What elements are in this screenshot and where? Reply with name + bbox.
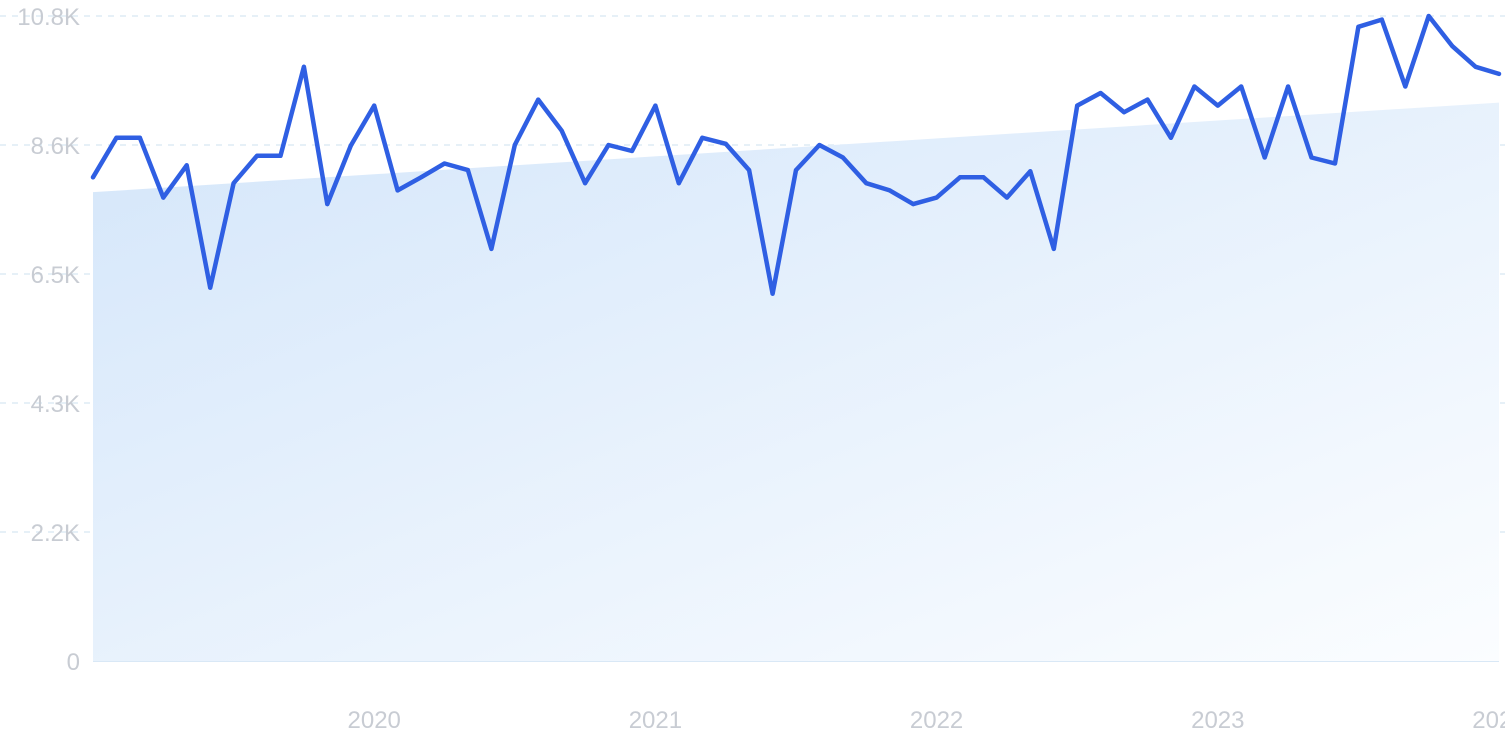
- data-point: [442, 161, 447, 166]
- data-point: [1333, 161, 1337, 166]
- y-tick-label: 8.6K: [31, 133, 80, 160]
- data-point: [536, 97, 541, 102]
- data-point: [465, 168, 470, 173]
- y-tick-label: 10.8K: [17, 4, 80, 31]
- data-point: [184, 163, 189, 168]
- data-point: [794, 168, 798, 173]
- data-point: [700, 135, 705, 140]
- data-point: [348, 143, 353, 148]
- data-point: [840, 155, 845, 160]
- data-point: [1403, 84, 1408, 89]
- data-point: [114, 135, 119, 140]
- data-point: [887, 188, 892, 193]
- data-point: [606, 143, 611, 147]
- data-point: [1309, 155, 1314, 160]
- data-point: [934, 195, 939, 200]
- x-axis-ticks: 2020 2021 2022 2023 2024: [348, 707, 1505, 734]
- data-point: [419, 175, 424, 180]
- data-point: [1145, 97, 1150, 102]
- data-point: [1168, 135, 1173, 140]
- data-point: [1286, 84, 1291, 89]
- data-point: [1450, 43, 1455, 48]
- data-point: [1239, 84, 1244, 89]
- data-point: [559, 128, 564, 133]
- data-point: [1098, 91, 1103, 95]
- data-point: [1028, 169, 1033, 174]
- data-point: [278, 153, 283, 158]
- data-point: [1473, 64, 1478, 69]
- data-point: [583, 181, 588, 186]
- series-line-group: [90, 13, 1502, 296]
- data-point: [1051, 246, 1056, 251]
- data-point: [1379, 17, 1384, 22]
- data-point: [208, 285, 213, 290]
- data-point: [161, 195, 166, 200]
- data-point: [1262, 155, 1267, 160]
- trend-area-group: [93, 102, 1499, 661]
- data-point: [1122, 110, 1127, 115]
- data-point: [958, 175, 962, 180]
- data-point: [1497, 71, 1501, 76]
- data-point: [770, 291, 775, 296]
- data-point: [1004, 195, 1009, 200]
- data-point: [1426, 14, 1431, 18]
- data-point: [372, 103, 377, 108]
- data-point: [630, 149, 634, 153]
- data-point: [653, 103, 658, 108]
- data-point: [1356, 24, 1361, 29]
- trend-area: [93, 102, 1499, 661]
- y-axis-ticks: 0 2.2K 4.3K 6.5K 8.6K 10.8K: [17, 4, 80, 676]
- data-point: [301, 64, 306, 69]
- data-point: [747, 168, 752, 173]
- data-point: [325, 202, 330, 207]
- data-point: [911, 202, 916, 207]
- data-point: [817, 143, 822, 147]
- data-point: [255, 153, 259, 158]
- data-point: [512, 143, 517, 147]
- data-point: [723, 141, 728, 146]
- x-tick-label: 2021: [629, 707, 682, 734]
- data-point: [981, 175, 986, 180]
- data-point: [864, 181, 869, 186]
- y-tick-label: 0: [67, 649, 80, 676]
- data-point: [395, 188, 400, 193]
- data-point: [1075, 103, 1080, 108]
- data-point: [676, 181, 681, 186]
- data-point: [1215, 103, 1220, 108]
- x-tick-label: 2024: [1472, 707, 1505, 734]
- data-point: [1192, 84, 1197, 89]
- data-point: [231, 181, 236, 186]
- data-point: [91, 175, 95, 180]
- x-tick-label: 2023: [1191, 707, 1244, 734]
- y-tick-label: 6.5K: [31, 262, 80, 289]
- x-tick-label: 2020: [348, 707, 401, 734]
- data-point: [137, 135, 142, 140]
- x-tick-label: 2022: [910, 707, 963, 734]
- y-tick-label: 4.3K: [31, 391, 80, 418]
- data-point: [489, 246, 494, 251]
- y-tick-label: 2.2K: [31, 520, 80, 547]
